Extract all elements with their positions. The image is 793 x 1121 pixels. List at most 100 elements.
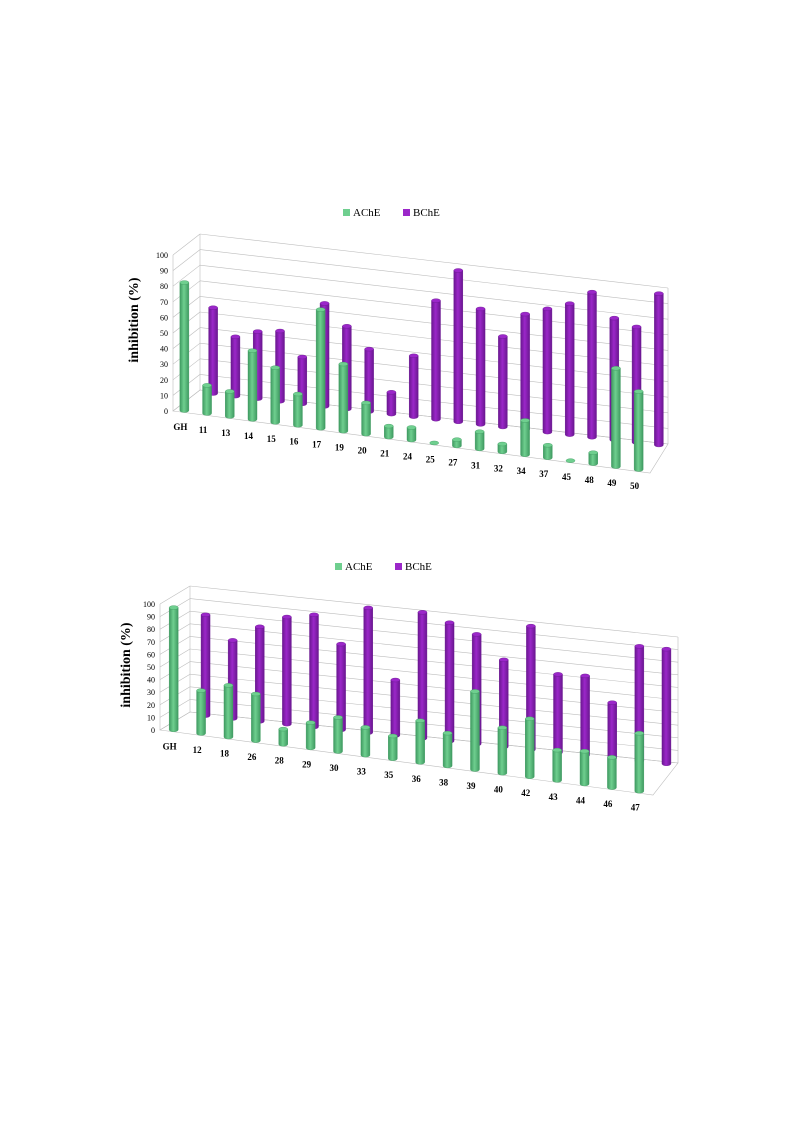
x-tick-labels: GH 11 13 14 15 16 17 19 20 21 24 25 27 31 32 34 37 45 48 49… bbox=[173, 422, 639, 491]
bar-bche bbox=[587, 289, 597, 440]
x-tick-label: 44 bbox=[576, 795, 586, 805]
chart-1: AChE BChE 0 10 20 30 40 50 60 70 80 90 100 inhibition… bbox=[127, 207, 669, 491]
x-tick-label: 32 bbox=[494, 463, 504, 473]
x-tick-label: 30 bbox=[330, 763, 340, 773]
x-tick-label: 37 bbox=[539, 469, 549, 479]
bar-ache bbox=[543, 443, 553, 460]
bar-ache bbox=[270, 365, 280, 425]
x-tick-label: 33 bbox=[357, 767, 367, 777]
bar-bche bbox=[580, 673, 590, 758]
x-tick-label: GH bbox=[163, 741, 177, 751]
bar-ache bbox=[388, 733, 398, 761]
y-tick-label: 60 bbox=[160, 313, 168, 322]
bar-ache bbox=[497, 441, 508, 454]
bar-ache bbox=[565, 458, 576, 463]
bar-bche bbox=[363, 605, 373, 735]
x-tick-label: 17 bbox=[312, 440, 322, 450]
x-tick-label: 18 bbox=[220, 749, 230, 759]
y-tick-label: 60 bbox=[147, 650, 155, 659]
x-tick-label: 26 bbox=[247, 752, 257, 762]
bar-ache bbox=[384, 423, 394, 440]
y-tick-label: 100 bbox=[156, 251, 168, 260]
legend-item-ache: AChE bbox=[343, 207, 381, 219]
x-tick-label: 15 bbox=[267, 434, 277, 444]
bar-ache bbox=[552, 747, 562, 783]
legend-swatch-bche bbox=[395, 563, 402, 570]
y-tick-label: 0 bbox=[164, 407, 168, 416]
gridline-side bbox=[159, 585, 191, 605]
bar-ache bbox=[415, 718, 425, 765]
legend-label-bche: BChE bbox=[405, 561, 432, 573]
bar-ache bbox=[633, 389, 644, 472]
bar-ache bbox=[607, 755, 617, 790]
y-tick-label: 20 bbox=[147, 701, 155, 710]
chart-2: AChE BChE 0 10 20 30 40 50 60 70 80 90 100 inhibition… bbox=[119, 561, 679, 813]
bar-ache bbox=[588, 450, 598, 466]
bar-ache bbox=[470, 689, 480, 772]
y-tick-label: 70 bbox=[160, 298, 168, 307]
gridline-side bbox=[172, 264, 201, 287]
bar-bche bbox=[553, 672, 563, 755]
gridline bbox=[189, 636, 679, 688]
x-tick-label: 40 bbox=[494, 785, 504, 795]
bar-ache bbox=[429, 440, 439, 446]
x-tick-label: 27 bbox=[448, 457, 458, 467]
x-tick-label: 12 bbox=[193, 745, 203, 755]
x-tick-label: 46 bbox=[603, 799, 613, 809]
bar-ache bbox=[442, 730, 453, 769]
y-tick-label: 80 bbox=[160, 282, 168, 291]
x-tick-label: 34 bbox=[517, 466, 527, 476]
x-tick-label: 49 bbox=[607, 478, 617, 488]
bar-bche bbox=[309, 612, 319, 730]
bar-ache bbox=[305, 720, 316, 751]
legend-item-bche: BChE bbox=[395, 561, 432, 573]
bar-ache bbox=[497, 725, 508, 776]
legend: AChE BChE bbox=[343, 207, 440, 219]
bar-ache bbox=[452, 437, 462, 449]
y-tick-label: 40 bbox=[160, 345, 168, 354]
gridline-side bbox=[172, 233, 201, 256]
bar-ache bbox=[247, 348, 258, 422]
bar-ache bbox=[168, 605, 179, 732]
x-tick-label: 47 bbox=[631, 803, 641, 813]
gridline bbox=[199, 249, 669, 304]
gridline bbox=[189, 699, 679, 751]
gridline bbox=[189, 623, 679, 676]
legend-label-ache: AChE bbox=[345, 561, 373, 573]
y-tick-label: 100 bbox=[143, 600, 155, 609]
bar-ache bbox=[196, 688, 206, 736]
gridline bbox=[199, 233, 669, 289]
bar-bche bbox=[409, 353, 419, 419]
x-tick-label: 25 bbox=[426, 454, 436, 464]
legend-label-bche: BChE bbox=[413, 207, 440, 219]
bar-ache bbox=[338, 361, 349, 434]
x-tick-label: 29 bbox=[302, 759, 312, 769]
gridline bbox=[189, 598, 679, 650]
bar-bche bbox=[386, 390, 397, 417]
x-tick-label: 42 bbox=[521, 788, 531, 798]
legend-swatch-ache bbox=[343, 209, 350, 216]
bar-ache bbox=[406, 425, 417, 443]
bar-bche bbox=[498, 334, 508, 430]
gridline-side bbox=[172, 249, 201, 271]
x-tick-label: 11 bbox=[199, 425, 208, 435]
y-tick-label: 30 bbox=[147, 688, 155, 697]
gridline bbox=[189, 610, 679, 663]
y-tick-label: 80 bbox=[147, 625, 155, 634]
bar-bche bbox=[565, 301, 575, 437]
floor bbox=[159, 711, 679, 796]
y-tick-label: 20 bbox=[160, 376, 168, 385]
bar-bche bbox=[390, 677, 401, 738]
legend-item-ache: AChE bbox=[335, 561, 373, 573]
bar-ache bbox=[223, 683, 234, 740]
y-tick-label: 30 bbox=[160, 360, 168, 369]
y-axis-label: inhibition (%) bbox=[119, 622, 134, 708]
y-tick-label: 90 bbox=[160, 267, 168, 276]
x-tick-labels: GH 12 18 26 28 29 30 33 35 36 38 39 40 42 43 44 46 47 bbox=[163, 741, 641, 812]
y-axis-label: inhibition (%) bbox=[127, 277, 142, 363]
series-bche bbox=[200, 605, 672, 766]
x-tick-label: 13 bbox=[221, 428, 231, 438]
y-tick-label: 70 bbox=[147, 638, 155, 647]
gridline bbox=[189, 661, 679, 713]
y-tick-label: 10 bbox=[147, 713, 155, 722]
